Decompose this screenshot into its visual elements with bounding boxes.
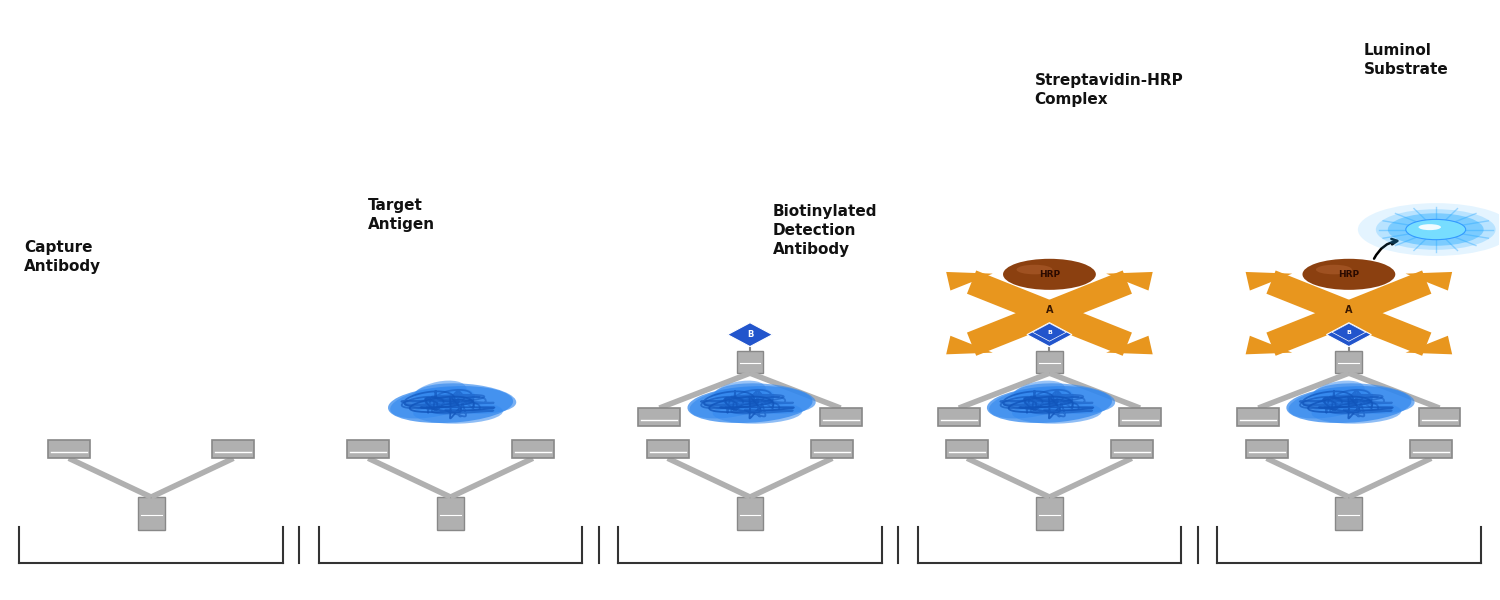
Bar — [812, 440, 853, 458]
Bar — [1112, 440, 1154, 458]
Ellipse shape — [1004, 259, 1096, 290]
Ellipse shape — [1388, 213, 1484, 246]
Bar — [639, 408, 681, 426]
Ellipse shape — [987, 386, 1112, 423]
Ellipse shape — [1302, 259, 1395, 290]
Text: Streptavidin-HRP
Complex: Streptavidin-HRP Complex — [1035, 73, 1184, 107]
Bar — [819, 408, 861, 426]
Bar — [1410, 440, 1452, 458]
Ellipse shape — [1010, 380, 1065, 408]
Polygon shape — [1326, 323, 1371, 347]
Text: Capture
Antibody: Capture Antibody — [24, 240, 100, 274]
Ellipse shape — [413, 401, 503, 424]
Bar — [946, 440, 988, 458]
Ellipse shape — [1358, 203, 1500, 256]
Text: Luminol
Substrate: Luminol Substrate — [1364, 43, 1449, 77]
Bar — [938, 408, 980, 426]
Text: B: B — [1047, 330, 1053, 339]
Ellipse shape — [390, 387, 476, 418]
Polygon shape — [1106, 272, 1152, 290]
Ellipse shape — [1406, 220, 1466, 239]
Ellipse shape — [388, 386, 513, 423]
Polygon shape — [1032, 323, 1066, 341]
Ellipse shape — [690, 387, 774, 418]
Bar — [1036, 351, 1064, 373]
Polygon shape — [1406, 272, 1452, 290]
Polygon shape — [1028, 323, 1072, 347]
Polygon shape — [728, 323, 772, 347]
Ellipse shape — [1376, 209, 1496, 250]
Polygon shape — [1406, 336, 1452, 355]
Bar — [736, 497, 764, 530]
Bar — [1238, 408, 1280, 426]
Ellipse shape — [1014, 383, 1114, 414]
Ellipse shape — [1419, 224, 1442, 230]
Text: Target
Antigen: Target Antigen — [368, 199, 435, 232]
Bar — [1335, 351, 1362, 373]
Polygon shape — [1332, 323, 1365, 341]
Polygon shape — [946, 336, 993, 355]
Bar — [736, 351, 764, 373]
Ellipse shape — [1310, 380, 1365, 408]
Bar — [48, 440, 90, 458]
Bar — [1245, 440, 1287, 458]
Ellipse shape — [411, 380, 466, 408]
Ellipse shape — [710, 380, 766, 408]
Text: B: B — [747, 330, 753, 339]
Polygon shape — [946, 272, 993, 290]
Ellipse shape — [1013, 401, 1101, 424]
Bar — [1419, 408, 1461, 426]
Text: A: A — [1046, 305, 1053, 314]
Text: B: B — [1347, 330, 1352, 335]
Bar — [1036, 497, 1064, 530]
Bar — [646, 440, 688, 458]
Ellipse shape — [1288, 387, 1374, 418]
Ellipse shape — [1312, 383, 1414, 414]
Polygon shape — [1106, 336, 1152, 355]
Text: A: A — [1346, 305, 1353, 314]
Ellipse shape — [714, 383, 816, 414]
Bar — [346, 440, 388, 458]
Ellipse shape — [687, 386, 813, 423]
Bar — [512, 440, 554, 458]
Polygon shape — [1245, 336, 1292, 355]
Text: HRP: HRP — [1338, 270, 1359, 279]
Ellipse shape — [416, 383, 516, 414]
Ellipse shape — [712, 401, 803, 424]
Ellipse shape — [988, 387, 1074, 418]
Polygon shape — [1245, 272, 1292, 290]
Text: HRP: HRP — [1040, 270, 1060, 279]
Text: B: B — [1047, 330, 1052, 335]
Text: B: B — [1346, 330, 1352, 339]
Bar — [1335, 497, 1362, 530]
Text: Biotinylated
Detection
Antibody: Biotinylated Detection Antibody — [772, 205, 877, 257]
Bar — [213, 440, 255, 458]
Bar — [1119, 408, 1161, 426]
Ellipse shape — [1316, 265, 1352, 274]
Ellipse shape — [1311, 401, 1401, 424]
Ellipse shape — [1017, 265, 1053, 274]
Bar — [138, 497, 165, 530]
Bar — [436, 497, 463, 530]
Ellipse shape — [1287, 386, 1412, 423]
